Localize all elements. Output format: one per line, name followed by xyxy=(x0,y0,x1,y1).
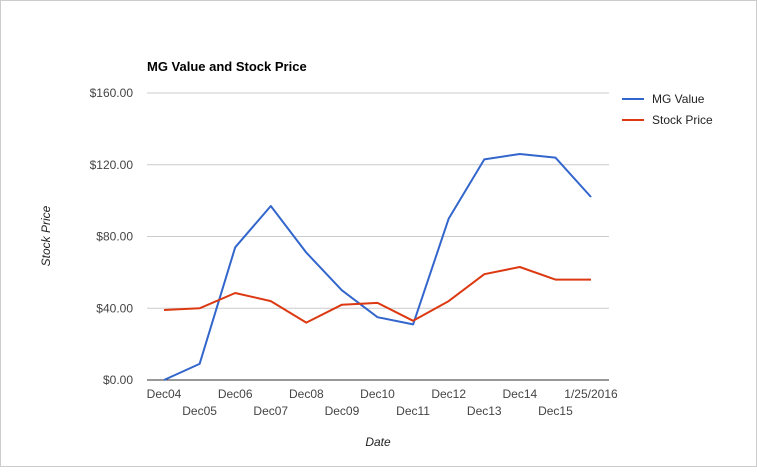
x-tick-label: Dec07 xyxy=(253,404,288,418)
x-axis-ticks: Dec04Dec05Dec06Dec07Dec08Dec09Dec10Dec11… xyxy=(147,387,618,418)
x-tick-label: Dec04 xyxy=(147,387,182,401)
x-tick-label: Dec06 xyxy=(218,387,253,401)
series-line xyxy=(163,266,591,324)
gridlines xyxy=(147,92,609,381)
legend-label: Stock Price xyxy=(652,113,713,127)
legend: MG Value Stock Price xyxy=(622,92,713,127)
x-tick-label: Dec15 xyxy=(538,404,573,418)
y-tick-label: $80.00 xyxy=(96,230,133,244)
x-tick-label: Dec08 xyxy=(289,387,324,401)
y-tick-label: $40.00 xyxy=(96,301,133,315)
legend-label: MG Value xyxy=(652,92,705,106)
x-tick-label: 1/25/2016 xyxy=(564,387,618,401)
y-tick-label: $0.00 xyxy=(103,373,133,387)
series-line xyxy=(163,153,592,381)
x-tick-label: Dec14 xyxy=(502,387,537,401)
y-tick-label: $120.00 xyxy=(90,158,134,172)
y-axis-ticks: $0.00 $40.00 $80.00 $120.00 $160.00 xyxy=(90,86,134,387)
x-tick-label: Dec13 xyxy=(467,404,502,418)
x-tick-label: Dec12 xyxy=(431,387,466,401)
x-axis-title: Date xyxy=(365,435,391,449)
series-lines xyxy=(163,153,592,381)
x-tick-label: Dec10 xyxy=(360,387,395,401)
x-tick-label: Dec09 xyxy=(325,404,360,418)
y-tick-label: $160.00 xyxy=(90,86,134,100)
chart-title: MG Value and Stock Price xyxy=(147,59,307,74)
x-tick-label: Dec11 xyxy=(396,404,430,418)
x-tick-label: Dec05 xyxy=(182,404,217,418)
y-axis-title: Stock Price xyxy=(39,205,53,266)
